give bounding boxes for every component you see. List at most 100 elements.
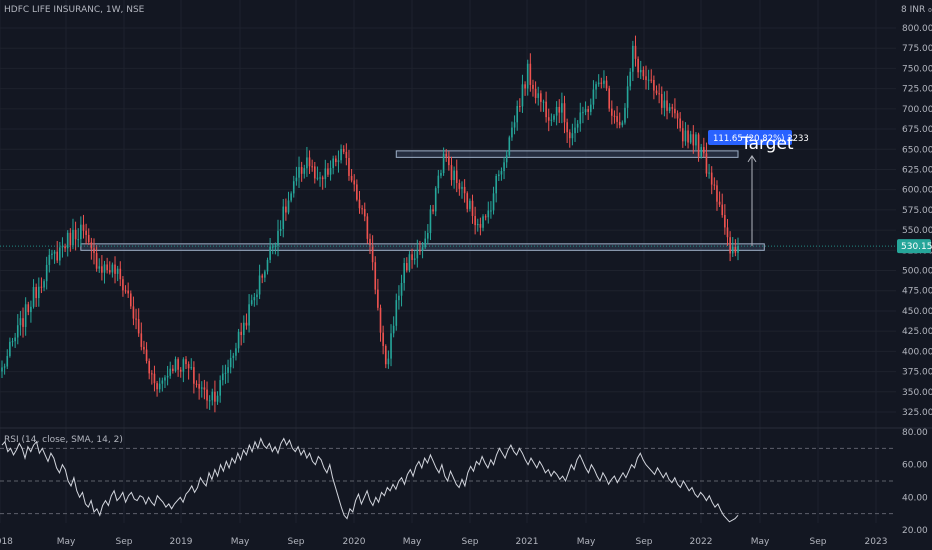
candle-body bbox=[374, 262, 377, 290]
candle-body bbox=[172, 368, 174, 371]
candle-body bbox=[655, 90, 658, 94]
candle-body bbox=[545, 101, 547, 118]
candle-body bbox=[282, 206, 285, 229]
candle-body bbox=[316, 177, 319, 179]
candle-body bbox=[321, 177, 324, 180]
candle-body bbox=[245, 322, 248, 326]
price-range-measure[interactable]: 111.65 (20.82%) 2233 bbox=[708, 130, 809, 247]
candle-body bbox=[566, 122, 568, 133]
price-tick-label: 600.00 bbox=[902, 186, 932, 196]
candle-body bbox=[618, 121, 621, 126]
candle-body bbox=[340, 148, 342, 161]
candle-body bbox=[392, 325, 395, 334]
candle-body bbox=[51, 253, 53, 255]
candle-body bbox=[279, 228, 282, 231]
candle-body bbox=[253, 297, 256, 301]
candle-body bbox=[182, 359, 185, 372]
currency-label: 8 INR ₀ bbox=[901, 5, 932, 15]
candle-body bbox=[639, 69, 642, 73]
candle-body bbox=[114, 264, 116, 274]
candle-body bbox=[353, 180, 356, 185]
time-tick-label: May bbox=[231, 537, 250, 547]
candle-body bbox=[624, 107, 626, 123]
candle-body bbox=[400, 282, 403, 296]
candle-body bbox=[122, 279, 124, 291]
candle-body bbox=[248, 304, 250, 326]
candle-body bbox=[469, 200, 471, 209]
candle-body bbox=[59, 247, 61, 261]
price-tick-label: 700.00 bbox=[902, 105, 932, 115]
candle-body bbox=[85, 230, 87, 235]
candle-body bbox=[424, 238, 427, 248]
candle-body bbox=[634, 45, 637, 59]
candle-body bbox=[708, 172, 710, 174]
candle-body bbox=[482, 216, 484, 228]
time-axis[interactable]: 2018 May Sep 2019 May Sep 2020 May Sep 2021 May Sep… bbox=[0, 537, 887, 547]
candle-body bbox=[384, 345, 387, 365]
candle-body bbox=[195, 383, 198, 385]
candle-body bbox=[108, 270, 111, 273]
candle-body bbox=[450, 165, 453, 181]
candle-body bbox=[487, 210, 490, 218]
candle-body bbox=[645, 76, 647, 81]
candle-body bbox=[508, 137, 511, 156]
candle-body bbox=[474, 216, 476, 226]
chart-title: HDFC LIFE INSURANC, 1W, NSE bbox=[4, 5, 145, 15]
candle-body bbox=[713, 184, 716, 186]
price-axis[interactable]: 325.00 350.00 375.00 400.00 425.00 450.00 475.… bbox=[897, 24, 932, 418]
candle-body bbox=[19, 318, 22, 326]
candle-body bbox=[490, 210, 492, 212]
target-annotation: Target bbox=[740, 134, 794, 154]
candle-body bbox=[395, 300, 398, 326]
candle-body bbox=[116, 268, 119, 274]
candle-body bbox=[74, 229, 77, 240]
candle-body bbox=[1, 367, 3, 372]
rsi-axis[interactable]: 20.00 40.00 60.00 80.00 bbox=[902, 428, 928, 536]
candle-body bbox=[56, 251, 59, 261]
candle-body bbox=[140, 333, 143, 347]
candle-body bbox=[692, 134, 695, 146]
candle-body bbox=[98, 266, 101, 269]
candle-body bbox=[211, 391, 214, 401]
candle-body bbox=[72, 229, 74, 246]
candle-body bbox=[671, 107, 674, 109]
candle-body bbox=[571, 133, 574, 139]
price-zone[interactable] bbox=[395, 150, 739, 158]
time-tick-label: 2019 bbox=[170, 537, 193, 547]
time-tick-label: May bbox=[751, 537, 770, 547]
candle-body bbox=[190, 367, 193, 369]
candle-body bbox=[421, 247, 424, 251]
candle-body bbox=[547, 117, 550, 121]
candle-body bbox=[137, 319, 140, 334]
candle-body bbox=[663, 100, 666, 108]
candle-body bbox=[576, 123, 579, 128]
candle-body bbox=[668, 107, 671, 111]
candle-body bbox=[348, 157, 350, 176]
candle-body bbox=[221, 373, 224, 381]
candle-body bbox=[587, 109, 589, 112]
candle-body bbox=[497, 174, 500, 176]
candle-body bbox=[87, 234, 90, 243]
candle-body bbox=[16, 325, 19, 338]
candle-body bbox=[398, 295, 400, 301]
time-tick-label: 2021 bbox=[516, 537, 539, 547]
candle-body bbox=[408, 254, 411, 271]
time-tick-label: Sep bbox=[462, 537, 479, 547]
candle-body bbox=[356, 184, 358, 200]
candle-body bbox=[185, 359, 187, 365]
candle-body bbox=[684, 130, 687, 142]
price-tick-label: 350.00 bbox=[902, 388, 932, 398]
candle-body bbox=[27, 304, 30, 313]
candle-body bbox=[721, 204, 724, 216]
candle-body bbox=[429, 209, 432, 234]
candle-body bbox=[214, 391, 216, 402]
candle-body bbox=[647, 79, 650, 81]
candle-body bbox=[621, 122, 624, 126]
price-tick-label: 575.00 bbox=[902, 206, 932, 216]
candle-body bbox=[237, 331, 240, 349]
candle-body bbox=[216, 395, 219, 402]
candle-body bbox=[442, 153, 445, 174]
candle-body bbox=[681, 128, 684, 142]
candle-body bbox=[731, 246, 734, 254]
